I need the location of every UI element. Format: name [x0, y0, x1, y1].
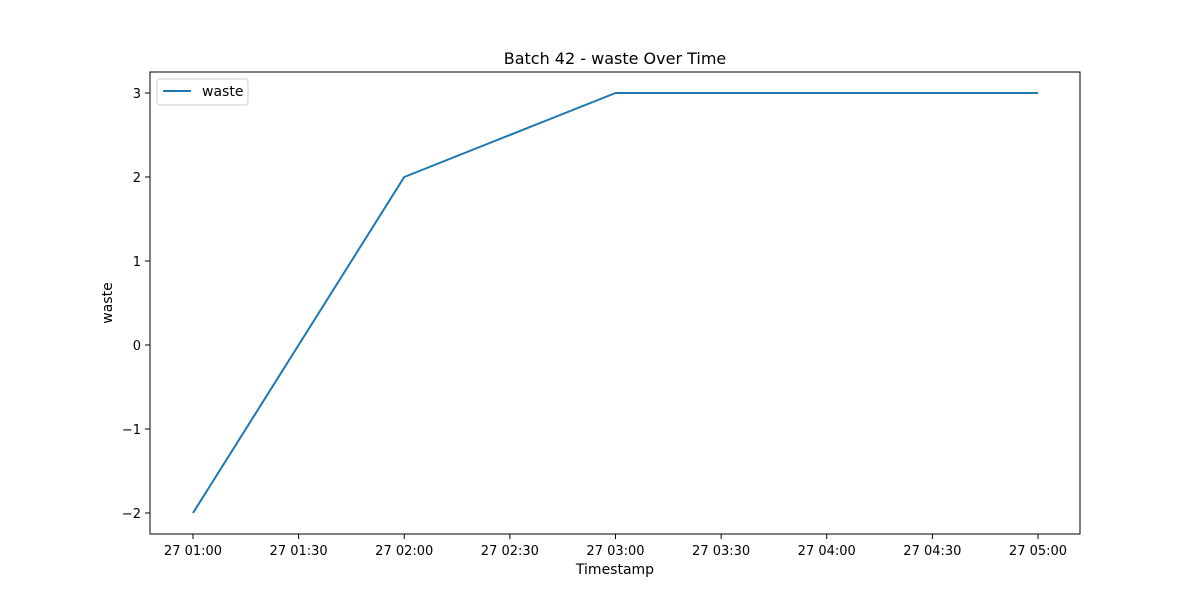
x-tick-label: 27 03:30 [692, 544, 750, 559]
legend-box [156, 78, 249, 106]
x-tick-label: 27 01:30 [270, 544, 328, 559]
y-axis: −2 −1 0 1 2 3 [122, 87, 150, 522]
legend: waste [156, 78, 249, 106]
chart-title: Batch 42 - waste Over Time [504, 49, 727, 68]
x-tick-label: 27 02:30 [481, 544, 539, 559]
x-tick-label: 27 01:00 [164, 544, 222, 559]
x-axis-label: Timestamp [575, 562, 654, 578]
x-axis: 27 01:00 27 01:30 27 02:00 27 02:30 27 03:00… [164, 534, 1067, 559]
plot-frame [149, 71, 1081, 535]
x-tick-label: 27 05:00 [1009, 544, 1067, 559]
legend-label: waste [202, 84, 243, 100]
y-tick-label: 1 [133, 255, 141, 270]
plot-area [192, 92, 1038, 514]
y-tick-label: −1 [122, 423, 141, 438]
y-tick-label: 0 [133, 339, 141, 354]
x-tick-label: 27 03:00 [586, 544, 644, 559]
x-tick-label: 27 04:00 [798, 544, 856, 559]
y-tick-label: 3 [133, 87, 141, 102]
x-tick-label: 27 02:00 [375, 544, 433, 559]
y-tick-label: 2 [133, 171, 141, 186]
x-tick-label: 27 04:30 [903, 544, 961, 559]
y-tick-label: −2 [122, 507, 141, 522]
series-line-waste [192, 92, 1038, 514]
y-axis-label: waste [100, 282, 116, 323]
